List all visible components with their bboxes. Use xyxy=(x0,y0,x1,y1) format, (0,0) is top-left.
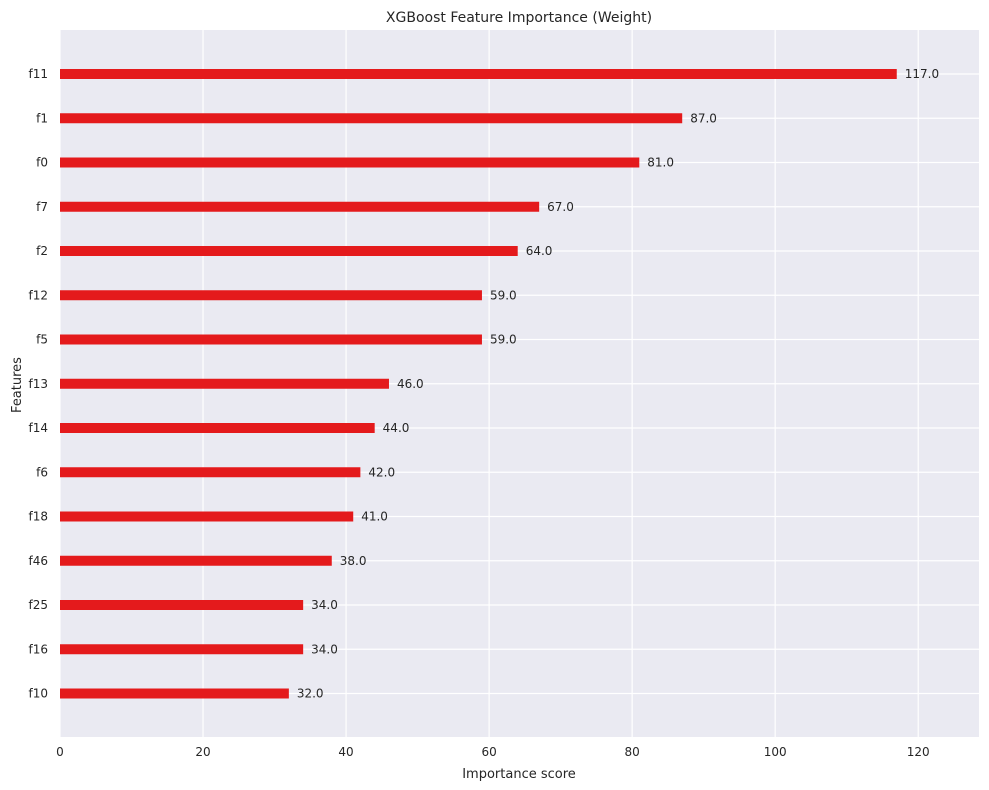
y-tick-labels: f11 f1 f0 f7 f2 f12 f5 f13 f14 f6 f18 f46 f25 f16 f10 xyxy=(29,67,49,701)
x-axis-label: Importance score xyxy=(462,767,576,782)
value-label-f25: 34.0 xyxy=(311,598,338,612)
y-tick-label-f10: f10 xyxy=(29,687,49,701)
value-label-f46: 38.0 xyxy=(340,554,367,568)
value-label-f7: 67.0 xyxy=(547,200,574,214)
bar-f6 xyxy=(60,467,361,478)
bar-f14 xyxy=(60,423,375,433)
x-tick-label-60: 60 xyxy=(481,745,496,759)
bar-f18 xyxy=(60,511,354,522)
value-label-f11: 117.0 xyxy=(905,67,939,81)
y-tick-label-f11: f11 xyxy=(29,67,49,81)
value-label-f0: 81.0 xyxy=(647,156,674,170)
value-label-f12: 59.0 xyxy=(490,288,517,302)
bar-f46 xyxy=(60,555,332,566)
bar-f16 xyxy=(60,644,304,655)
value-label-f2: 64.0 xyxy=(526,244,553,258)
value-label-f14: 44.0 xyxy=(383,421,410,435)
y-tick-label-f16: f16 xyxy=(29,642,49,656)
value-label-f5: 59.0 xyxy=(490,333,517,347)
bar-f25 xyxy=(60,600,304,610)
value-label-f18: 41.0 xyxy=(361,510,388,524)
bar-f12 xyxy=(60,290,482,301)
x-tick-label-100: 100 xyxy=(764,745,787,759)
y-tick-label-f6: f6 xyxy=(36,465,48,479)
y-axis-label: Features xyxy=(10,357,25,413)
value-label-f10: 32.0 xyxy=(297,687,324,701)
bar-f1 xyxy=(60,113,683,124)
bar-f0 xyxy=(60,157,640,168)
value-label-f16: 34.0 xyxy=(311,642,338,656)
bar-f5 xyxy=(60,334,482,345)
y-tick-label-f1: f1 xyxy=(36,111,48,125)
x-tick-label-120: 120 xyxy=(907,745,930,759)
y-tick-label-f14: f14 xyxy=(29,421,49,435)
bar-f13 xyxy=(60,378,389,389)
x-tick-label-40: 40 xyxy=(338,745,353,759)
bars xyxy=(60,69,897,699)
y-tick-label-f7: f7 xyxy=(36,200,48,214)
value-label-f13: 46.0 xyxy=(397,377,424,391)
bar-f2 xyxy=(60,246,518,256)
bar-f7 xyxy=(60,201,540,212)
x-tick-labels: 0 20 40 60 80 100 120 xyxy=(56,745,929,759)
y-tick-label-f5: f5 xyxy=(36,333,48,347)
y-tick-label-f13: f13 xyxy=(29,377,49,391)
value-label-f6: 42.0 xyxy=(368,465,395,479)
x-tick-label-0: 0 xyxy=(56,745,64,759)
value-label-f1: 87.0 xyxy=(690,111,717,125)
y-tick-label-f2: f2 xyxy=(36,244,48,258)
bar-f10 xyxy=(60,688,289,699)
bar-f11 xyxy=(60,69,897,79)
y-tick-label-f18: f18 xyxy=(29,510,49,524)
y-tick-label-f46: f46 xyxy=(29,554,49,568)
y-tick-label-f0: f0 xyxy=(36,156,48,170)
y-tick-label-f12: f12 xyxy=(29,288,49,302)
x-tick-label-20: 20 xyxy=(195,745,210,759)
chart-title: XGBoost Feature Importance (Weight) xyxy=(386,10,652,26)
value-labels: 117.0 87.0 81.0 67.0 64.0 59.0 59.0 46.0 44.0 42.… xyxy=(297,67,939,701)
y-tick-label-f25: f25 xyxy=(29,598,49,612)
x-tick-label-80: 80 xyxy=(624,745,639,759)
